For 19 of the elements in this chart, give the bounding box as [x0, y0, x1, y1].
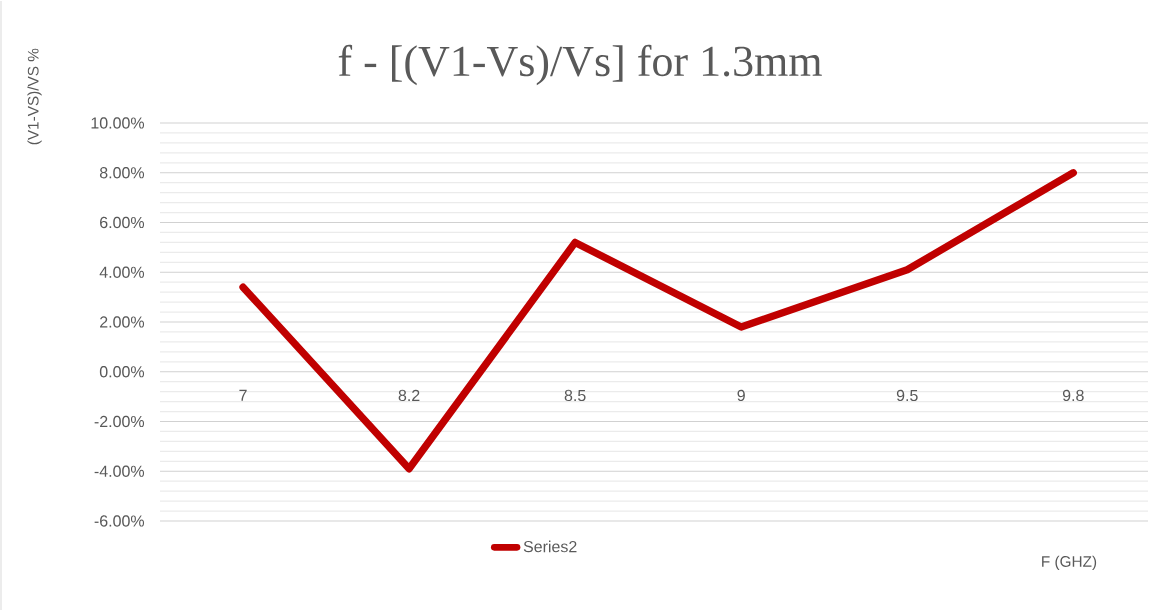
x-tick-label: 7	[239, 389, 247, 401]
y-tick-label: -2.00%	[94, 415, 145, 428]
x-tick-label: 9.8	[1062, 389, 1084, 402]
y-tick-label: 2.00%	[100, 316, 145, 328]
y-tick-label: 10.00%	[91, 117, 145, 129]
y-axis-title: (V1-VS)/VS %	[27, 48, 42, 145]
x-axis-title: F (GHZ)	[1042, 555, 1097, 570]
x-tick-label: 8.5	[564, 389, 586, 402]
y-tick-label: -4.00%	[94, 465, 145, 477]
y-tick-label: -6.00%	[94, 515, 145, 527]
y-tick-label: 8.00%	[99, 167, 145, 179]
y-tick-label: 6.00%	[100, 216, 145, 229]
chart-title: f - [(V1-Vs)/Vs] for 1.3mm	[338, 44, 822, 86]
legend-label: Series2	[523, 540, 577, 553]
y-tick-label: 0.00%	[99, 366, 145, 378]
y-tick-label: 4.00%	[99, 266, 145, 278]
x-tick-label: 8.2	[398, 389, 420, 402]
x-tick-label: 9.5	[896, 389, 918, 402]
x-tick-label: 9	[737, 389, 745, 402]
